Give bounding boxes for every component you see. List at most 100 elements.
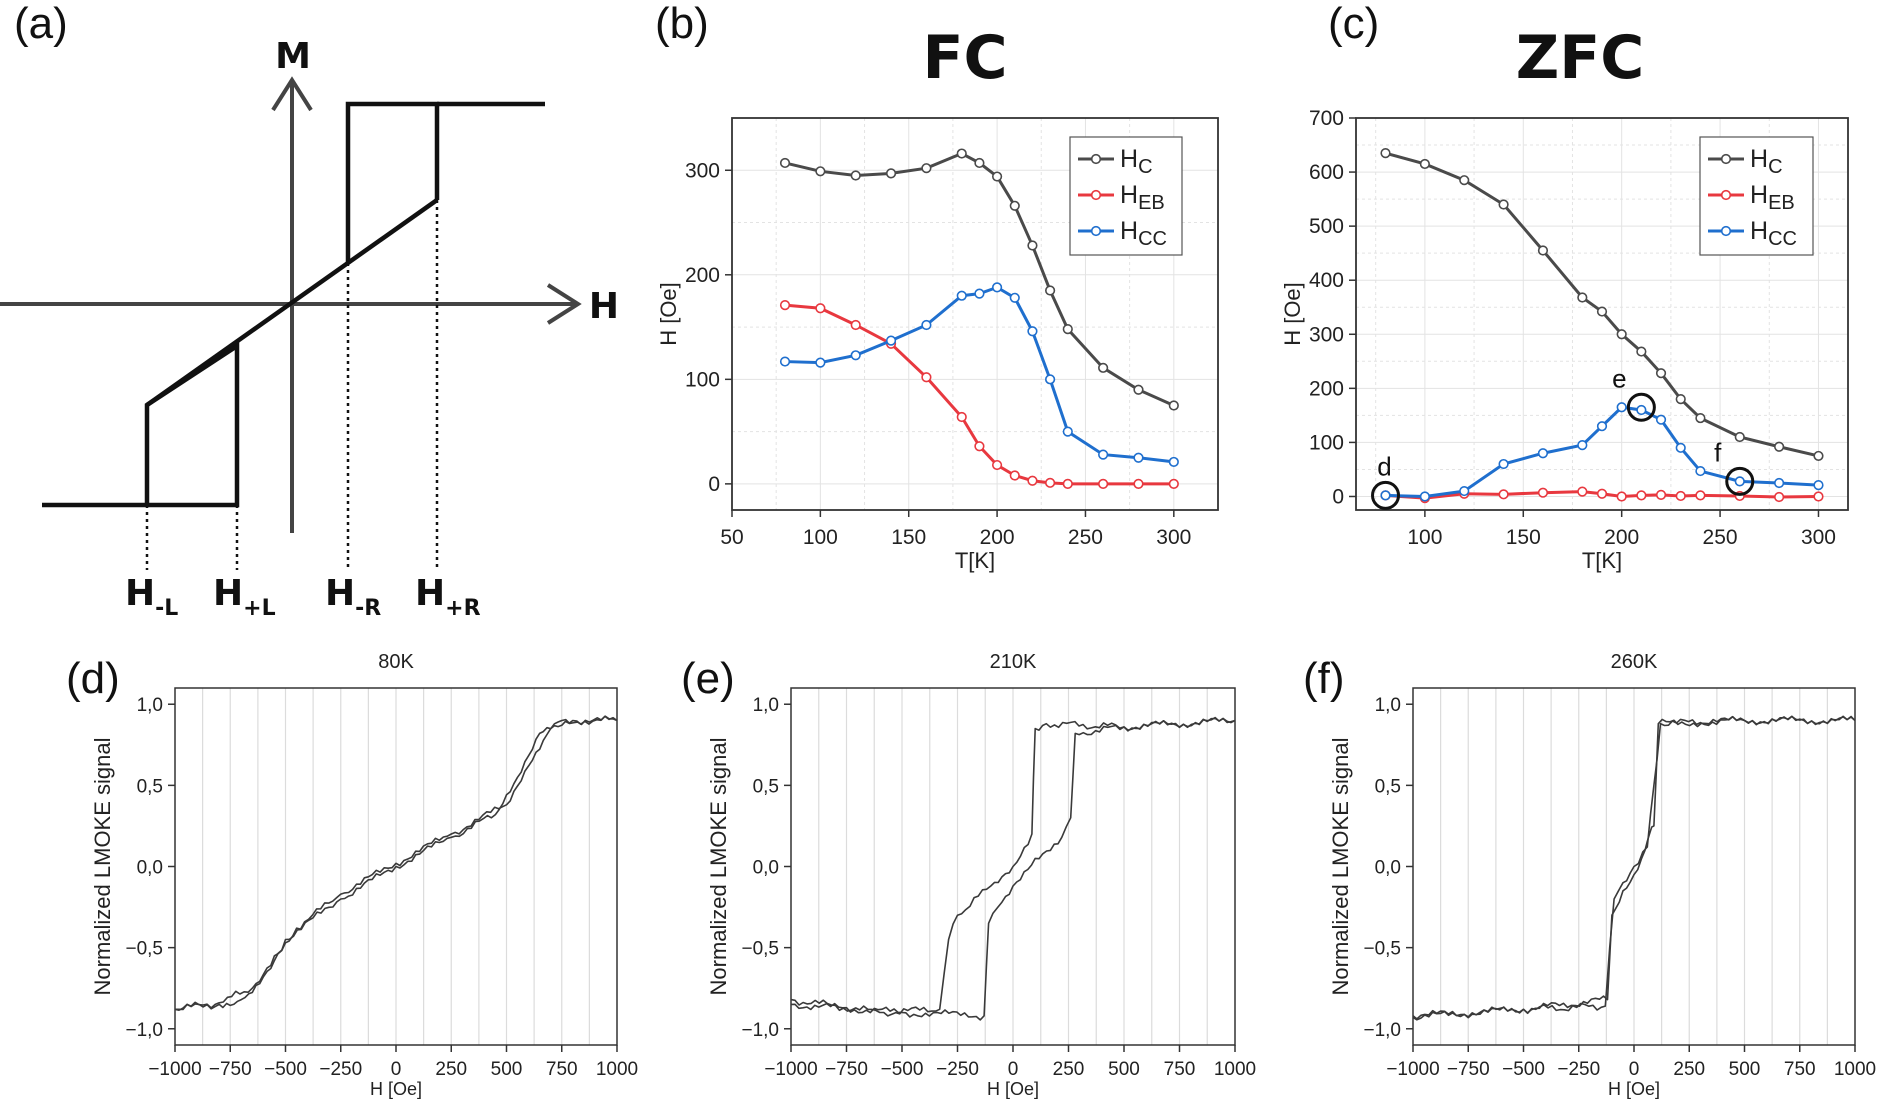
y-axis-label: H [Oe] (1280, 282, 1305, 346)
data-point-hc (850, 170, 861, 181)
data-point-hcc (1655, 414, 1667, 425)
data-point-hcc (1537, 448, 1549, 459)
x-tick-label: −500 (264, 1059, 307, 1080)
data-point-heb (1045, 477, 1056, 488)
legend-label-sub: CC (1138, 228, 1167, 250)
legend-label-main: H (1750, 217, 1768, 245)
y-axis-label: Normalized LMOKE signal (90, 738, 115, 996)
data-point-heb (974, 441, 985, 452)
x-tick-label: 0 (391, 1059, 402, 1080)
data-point-heb (1062, 478, 1073, 489)
data-point-heb (1009, 470, 1020, 481)
chart-title: 210K (990, 651, 1037, 673)
y-tick-label: 0,5 (753, 776, 779, 797)
y-tick-label: −0,5 (125, 939, 163, 960)
legend-label-hc: HC (1120, 145, 1153, 178)
data-point-heb (1596, 488, 1608, 499)
x-tick-label: −250 (936, 1059, 979, 1080)
h-axis-arrowhead (546, 283, 582, 325)
x-axis-label: H [Oe] (1608, 1079, 1660, 1099)
data-point-heb (1636, 490, 1647, 501)
data-point-heb (850, 319, 861, 331)
legend-marker-heb (1090, 189, 1102, 201)
data-point-heb (991, 459, 1003, 471)
x-tick-label: 100 (803, 526, 838, 549)
y-tick-label: 0,5 (137, 776, 163, 797)
data-point-hc (1734, 431, 1745, 443)
x-tick-label: 750 (1164, 1059, 1196, 1080)
panel-label-d: (d) (66, 654, 120, 703)
data-point-hcc (1813, 480, 1824, 491)
data-point-hc (991, 171, 1003, 182)
x-tick-label: 150 (891, 526, 926, 549)
data-point-hc (885, 168, 897, 179)
y-tick-label: 0,0 (137, 858, 163, 879)
x-tick-label: 200 (1604, 526, 1639, 549)
data-point-hc (1062, 324, 1073, 335)
loop-branch-down (790, 717, 1236, 1017)
loop-branch-up (175, 715, 618, 1011)
legend-label-sub: CC (1768, 228, 1797, 250)
y-axis-label: Normalized LMOKE signal (1328, 738, 1353, 996)
legend-label-sub: EB (1768, 192, 1795, 214)
data-point-hc (779, 157, 791, 169)
chart-title: ZFC (1516, 23, 1645, 93)
y-tick-label: 0,5 (1375, 776, 1401, 797)
data-point-hcc (956, 290, 967, 301)
data-point-hcc (815, 357, 826, 368)
data-point-hc (1577, 292, 1588, 303)
y-tick-label: 600 (1309, 161, 1344, 184)
data-point-hc (1537, 245, 1549, 256)
data-point-hcc (1009, 292, 1020, 303)
data-point-hc (1498, 199, 1509, 210)
h-axis-label: H (589, 286, 619, 327)
data-point-heb (1537, 487, 1549, 498)
x-tick-label: 100 (1407, 526, 1442, 549)
x-tick-label: 200 (980, 526, 1015, 549)
legend-marker-hc (1720, 153, 1732, 165)
y-axis-label: H [Oe] (656, 282, 681, 346)
legend-label-heb: HEB (1750, 181, 1795, 214)
chart-loop-210k: −1000 −750 −500 −250 0 250 500 750 1000 −1,0 −0,5 0… (706, 651, 1256, 1099)
x-tick-label: 250 (1053, 1059, 1085, 1080)
y-tick-label: 200 (685, 264, 720, 287)
x-tick-label: 250 (1068, 526, 1103, 549)
data-point-hcc (1734, 476, 1745, 487)
data-point-hc (956, 148, 967, 159)
y-tick-label: 1,0 (1375, 695, 1401, 716)
data-point-heb (956, 411, 967, 423)
data-point-hcc (1459, 485, 1470, 497)
legend-label-sub: EB (1138, 192, 1165, 214)
annotation-circle-e (1626, 392, 1656, 422)
data-point-hcc (921, 319, 932, 331)
y-tick-label: −1,0 (125, 1020, 163, 1041)
x-axis-label: H [Oe] (370, 1079, 422, 1099)
x-tick-label: 500 (491, 1059, 523, 1080)
data-point-heb (1675, 490, 1686, 502)
data-point-hc (1813, 450, 1824, 462)
y-tick-label: 100 (685, 368, 720, 391)
annotation-label-d: d (1377, 451, 1391, 481)
data-point-hcc (1596, 421, 1608, 432)
data-point-hcc (1168, 456, 1179, 468)
loop-branch-down (174, 715, 618, 1011)
data-point-hcc (885, 335, 897, 346)
data-point-hc (1655, 368, 1667, 379)
legend-label-main: H (1120, 217, 1138, 245)
data-point-hcc (1098, 449, 1109, 460)
legend-label-main: H (1120, 145, 1138, 173)
schematic-loop-left (42, 341, 240, 508)
data-point-heb (1168, 478, 1179, 489)
y-tick-label: 300 (1309, 323, 1344, 346)
x-tick-label: −1000 (1386, 1059, 1439, 1080)
data-point-hc (1636, 346, 1647, 357)
x-tick-label: 0 (1629, 1059, 1640, 1080)
data-point-hcc (974, 288, 985, 299)
data-point-hcc (991, 282, 1003, 293)
chart-zfc: 100 150 200 250 300 0 100 200 300 400 500 600 700 T[K… (1280, 23, 1849, 573)
panel-label-e: (e) (681, 654, 735, 703)
data-point-heb (1695, 490, 1706, 501)
grid (818, 688, 1208, 1045)
label-h-minus-r: H-R (325, 573, 381, 621)
